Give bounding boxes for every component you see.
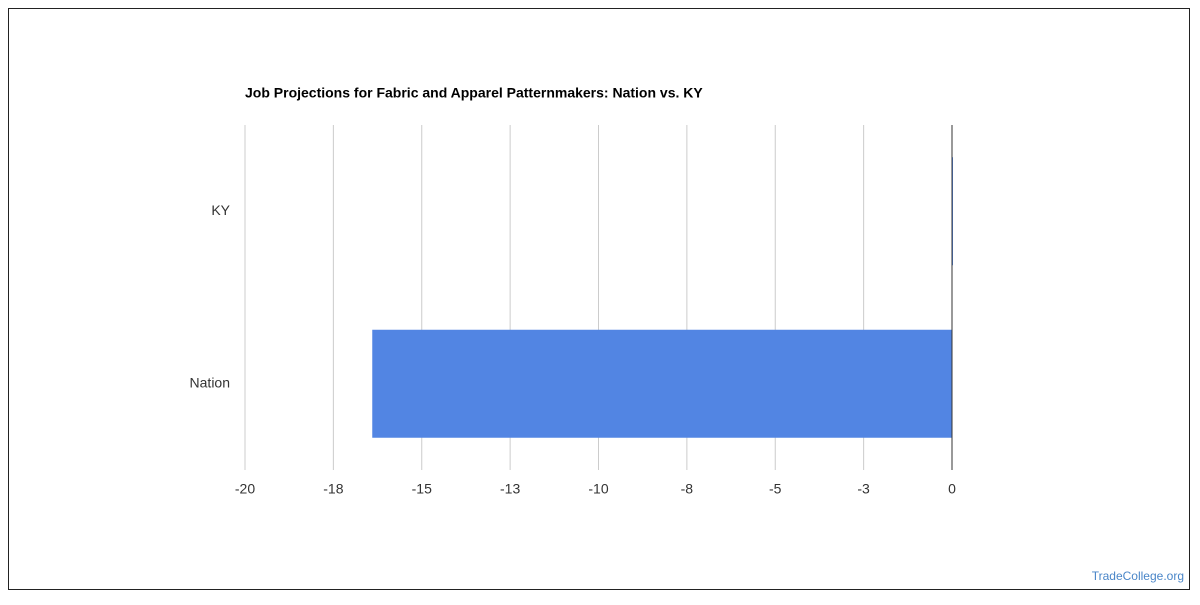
y-tick-label: KY (211, 202, 230, 218)
x-tick-label: -5 (769, 481, 782, 497)
x-tick-label: -8 (681, 481, 694, 497)
x-tick-label: -13 (500, 481, 520, 497)
bar (372, 329, 952, 438)
x-tick-label: -20 (235, 481, 255, 497)
x-tick-label: -10 (588, 481, 608, 497)
x-tick-label: 0 (948, 481, 956, 497)
chart-title: Job Projections for Fabric and Apparel P… (245, 85, 703, 101)
x-tick-label: -3 (857, 481, 870, 497)
watermark[interactable]: TradeCollege.org (1092, 569, 1184, 583)
x-tick-label: -15 (412, 481, 432, 497)
y-tick-label: Nation (190, 374, 230, 390)
x-tick-label: -18 (323, 481, 343, 497)
